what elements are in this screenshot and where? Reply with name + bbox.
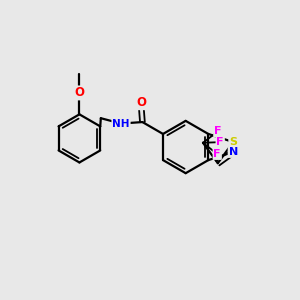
Text: O: O [74,86,84,99]
Text: F: F [214,149,221,159]
Text: N: N [229,147,238,157]
Text: S: S [229,137,237,147]
Text: NH: NH [112,118,130,128]
Text: O: O [136,96,146,109]
Text: F: F [214,127,222,136]
Text: F: F [217,137,224,147]
